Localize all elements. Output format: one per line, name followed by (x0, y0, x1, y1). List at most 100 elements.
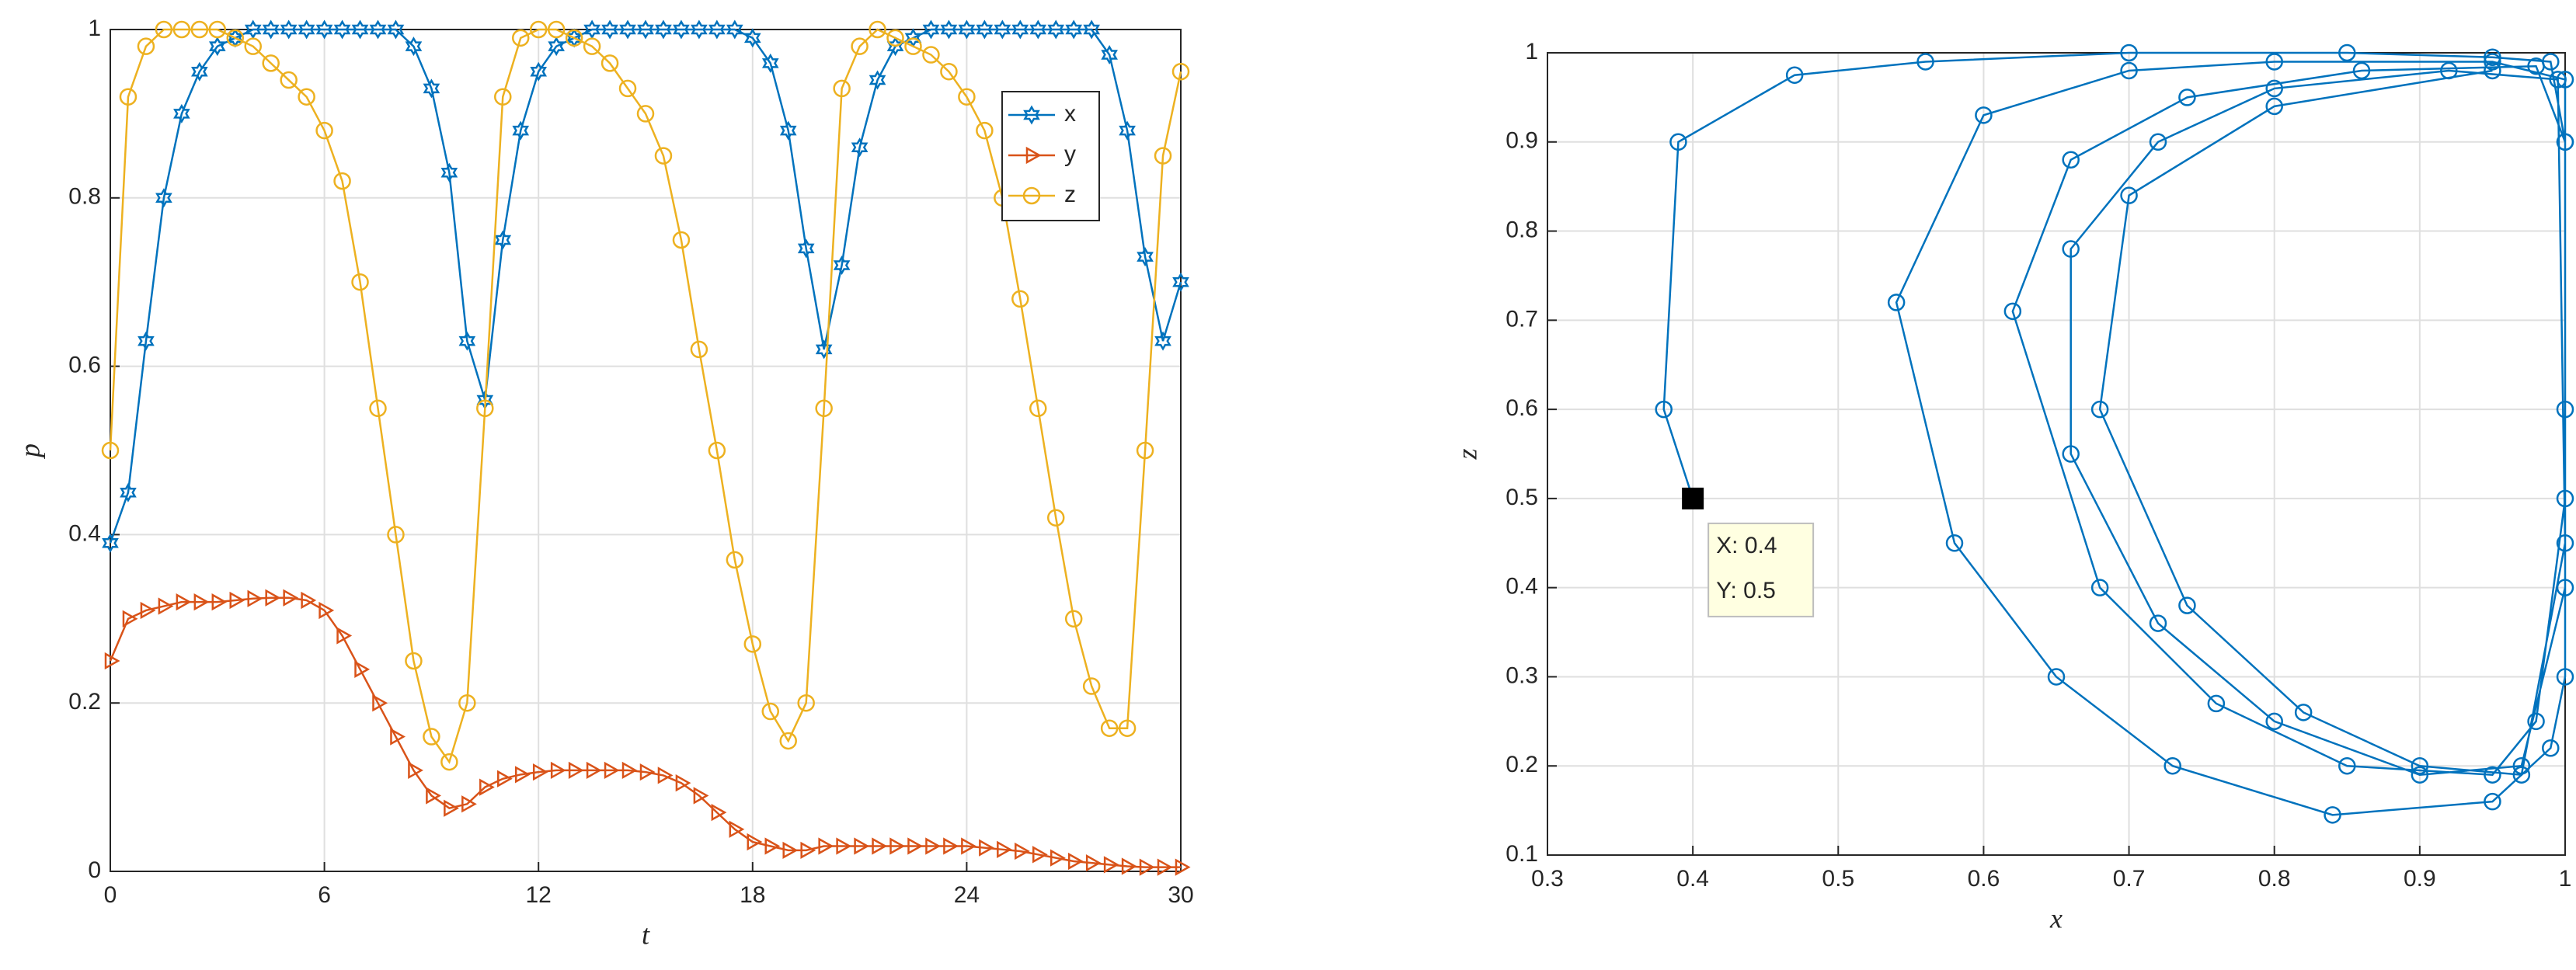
data-point (869, 20, 886, 39)
data-point (1655, 400, 1673, 419)
series-line (109, 596, 1181, 868)
data-point (1172, 272, 1189, 292)
data-point (833, 256, 851, 276)
data-point (1669, 133, 1687, 151)
data-point (1171, 62, 1190, 81)
data-point (2549, 71, 2567, 89)
x-tick-label: 0.6 (1968, 866, 2000, 892)
data-point (2294, 704, 2313, 721)
data-point (851, 37, 869, 55)
series-line (1662, 51, 2567, 816)
data-point (2484, 766, 2501, 784)
y-tick-label: 0 (88, 857, 101, 883)
data-point (818, 837, 834, 855)
y-tick-label: 0.3 (1506, 662, 1538, 688)
data-point (1047, 19, 1065, 40)
legend-label: z (1064, 182, 1076, 207)
data-point (101, 441, 120, 460)
y-tick-label: 0.9 (1506, 128, 1538, 154)
data-point (262, 54, 280, 72)
data-point (1118, 719, 1137, 737)
data-point (333, 172, 351, 190)
data-point (601, 19, 618, 40)
data-point (568, 761, 584, 780)
data-point (636, 105, 655, 123)
data-point (1137, 247, 1154, 267)
data-point (298, 19, 315, 40)
data-point (319, 601, 335, 620)
data-point (550, 761, 566, 780)
data-point (2338, 756, 2356, 775)
data-point (639, 763, 656, 781)
legend-marker (1025, 146, 1042, 165)
data-point (1085, 854, 1102, 872)
data-point (976, 121, 994, 140)
data-point (193, 593, 210, 611)
data-point (1011, 19, 1029, 40)
data-point (1029, 19, 1047, 40)
data-point (2352, 61, 2371, 80)
data-point (514, 766, 531, 784)
data-point (872, 837, 888, 855)
y-tick-label: 0.1 (1506, 841, 1538, 867)
data-point (764, 837, 781, 855)
data-point (2178, 596, 2196, 614)
data-point (104, 652, 120, 670)
data-point (1083, 19, 1100, 40)
data-point (208, 20, 227, 39)
data-point (958, 19, 976, 40)
data-point (997, 840, 1012, 858)
x-tick-label: 24 (954, 882, 980, 908)
data-point (280, 71, 298, 89)
data-point (494, 230, 512, 250)
data-point (158, 597, 174, 615)
y-axis-label: z (1451, 448, 1482, 460)
data-point (672, 231, 691, 249)
data-point (2411, 766, 2429, 784)
data-point (530, 61, 548, 82)
data-point (497, 770, 513, 787)
x-tick-label: 0.3 (1531, 866, 1564, 892)
data-point (119, 88, 138, 106)
data-point (2512, 756, 2531, 775)
data-point (886, 29, 904, 47)
y-tick-label: 0.4 (68, 520, 101, 546)
y-tick-label: 0.4 (1506, 574, 1538, 600)
data-point (2556, 400, 2574, 419)
data-point (426, 787, 441, 805)
data-point (958, 88, 976, 106)
data-point (2265, 79, 2283, 98)
data-point (1100, 719, 1119, 737)
data-point (655, 19, 672, 40)
data-point (315, 19, 333, 40)
data-point (583, 19, 600, 40)
data-point (851, 137, 869, 158)
data-point (211, 593, 228, 611)
data-point (729, 820, 745, 838)
y-tick-label: 0.2 (68, 689, 101, 714)
legend-marker (1023, 105, 1040, 125)
data-point (1975, 106, 1993, 124)
data-point (333, 19, 351, 40)
data-point (176, 593, 192, 611)
data-point (1101, 45, 1118, 65)
data-point (2484, 61, 2501, 80)
data-point (586, 761, 602, 780)
data-point (1887, 294, 1906, 311)
data-point (761, 702, 780, 721)
data-point (315, 121, 333, 140)
data-point (2149, 133, 2167, 151)
data-point (1015, 842, 1030, 860)
data-point (1154, 331, 1171, 351)
datatip-text: X: 0.4 (1716, 533, 1777, 558)
data-point (2265, 53, 2283, 71)
data-point (1916, 53, 1934, 71)
data-point (869, 70, 886, 90)
data-point (747, 833, 763, 851)
data-point (1046, 509, 1065, 527)
data-point (387, 19, 405, 40)
data-point (280, 19, 298, 40)
data-point (711, 803, 727, 822)
data-point (673, 19, 690, 40)
